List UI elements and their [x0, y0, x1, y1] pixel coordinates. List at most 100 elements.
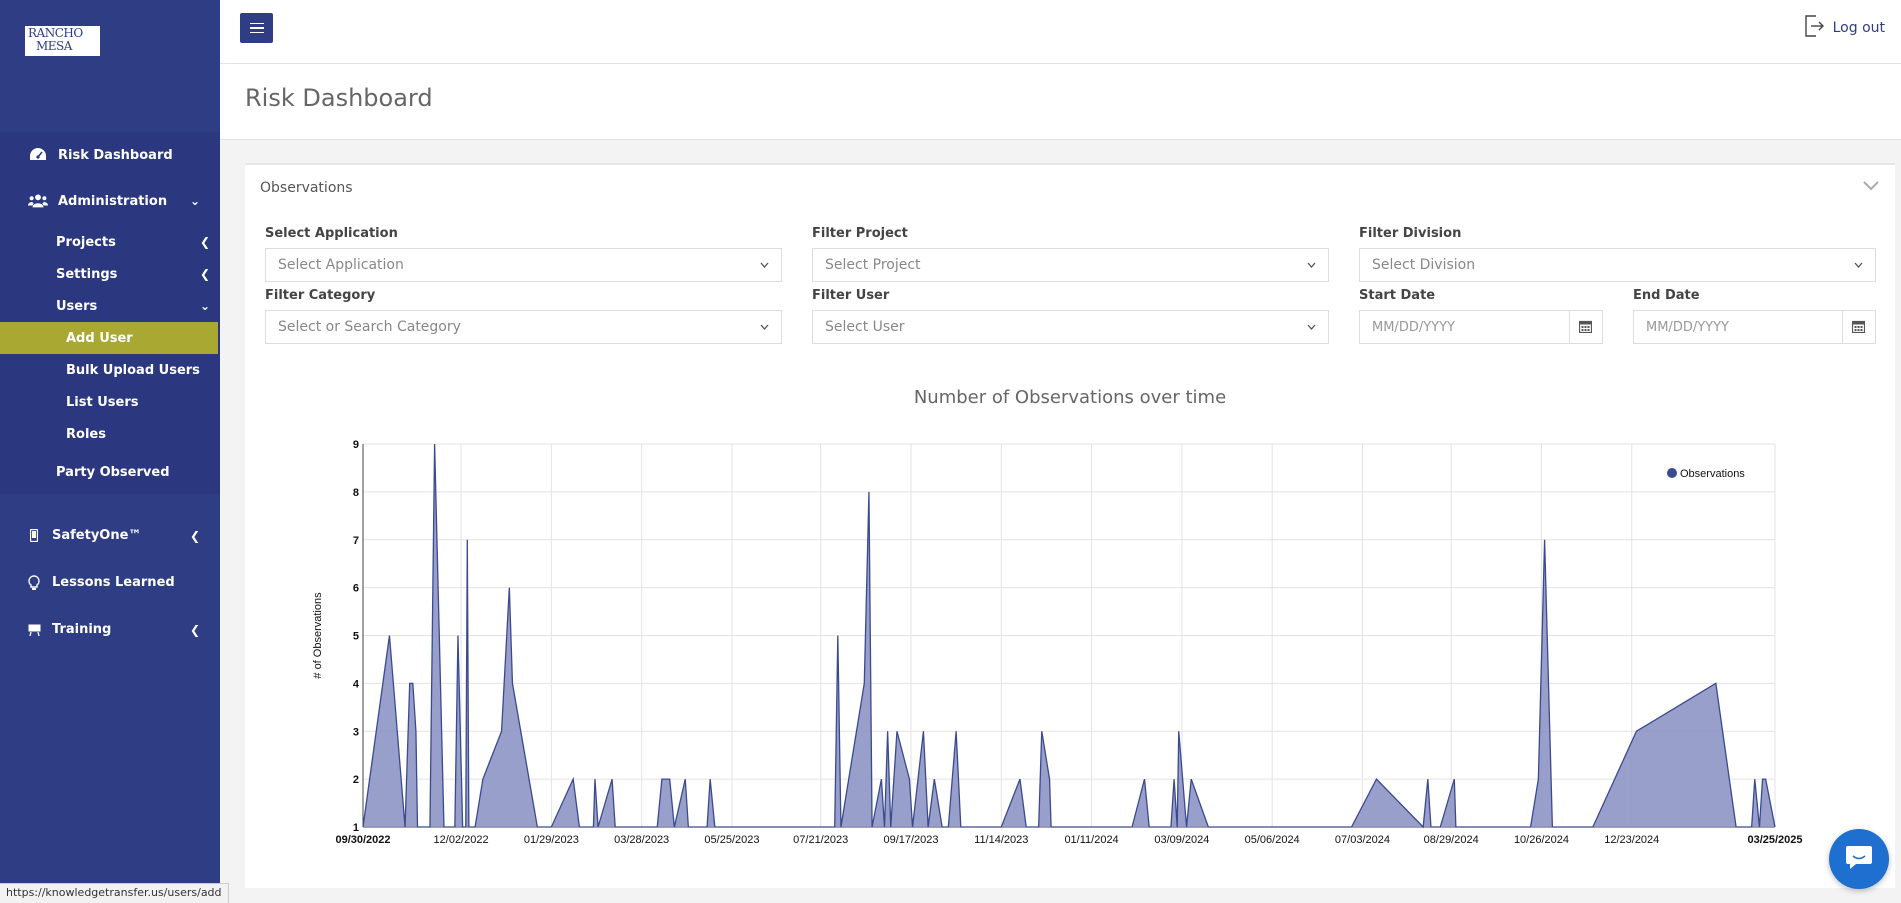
series-line	[362, 443, 1776, 829]
collapse-chevron-icon[interactable]	[1863, 179, 1879, 195]
logo-line-2: MESA	[36, 39, 72, 53]
sidebar-item-add-user[interactable]: Add User	[0, 322, 218, 354]
sidebar-item-risk-dashboard[interactable]: Risk Dashboard	[0, 132, 220, 178]
start-date-label: Start Date	[1359, 288, 1436, 303]
chevron-left-icon: ❮	[199, 267, 210, 281]
start-date-calendar-button[interactable]	[1568, 311, 1602, 343]
x-tick-label: 08/29/2024	[1424, 834, 1479, 846]
x-tick-label: 03/28/2023	[614, 834, 669, 846]
sidebar-item-label: Party Observed	[56, 464, 170, 480]
x-tick-label: 03/25/2025	[1747, 834, 1802, 846]
hamburger-line	[249, 27, 264, 29]
logo-line-1: RANCHO	[28, 26, 83, 40]
sidebar-item-list-users[interactable]: List Users	[66, 394, 139, 410]
select-value: Select Application	[278, 257, 404, 273]
division-select[interactable]: Select Division	[1359, 248, 1876, 282]
sidebar-item-lessons-learned[interactable]: Lessons Learned	[0, 559, 220, 606]
logout-icon	[1803, 14, 1825, 42]
chevron-left-icon: ❮	[189, 528, 200, 543]
y-tick-label: 4	[353, 678, 360, 690]
x-tick-label: 07/21/2023	[793, 834, 848, 846]
x-tick-label: 10/26/2024	[1514, 834, 1569, 846]
users-group-icon	[28, 191, 48, 211]
x-tick-label: 05/06/2024	[1245, 834, 1300, 846]
sidebar-item-safetyone[interactable]: SafetyOne™ ❮	[0, 512, 220, 559]
logout-button[interactable]: Log out	[1803, 14, 1885, 42]
logout-label: Log out	[1832, 20, 1885, 36]
rancho-mesa-logo[interactable]: RANCHO MESA	[25, 26, 100, 56]
series-area	[363, 444, 1775, 827]
select-value: Select Project	[825, 257, 921, 273]
sidebar-item-label: Training	[52, 622, 112, 637]
select-value: Select Division	[1372, 257, 1476, 273]
x-tick-label: 07/03/2024	[1335, 834, 1390, 846]
sidebar-item-settings[interactable]: Settings ❮	[0, 258, 220, 290]
card-title: Observations	[260, 180, 353, 196]
status-bar-url: https://knowledgetransfer.us/users/add	[0, 883, 229, 903]
sidebar-item-label: Lessons Learned	[52, 575, 175, 590]
project-filter-label: Filter Project	[812, 226, 908, 241]
select-value: Select User	[825, 319, 905, 335]
category-filter-label: Filter Category	[265, 288, 376, 303]
page-header: Risk Dashboard	[220, 64, 1901, 140]
y-tick-label: 7	[353, 535, 359, 547]
sidebar-item-training[interactable]: Training ❮	[0, 606, 220, 653]
division-filter-label: Filter Division	[1359, 226, 1462, 241]
x-tick-label: 03/09/2024	[1154, 834, 1209, 846]
sidebar-nav: Risk Dashboard Administration ⌄ Projects…	[0, 132, 220, 494]
chevron-down-icon: ⌄	[199, 299, 210, 313]
start-date-input[interactable]	[1360, 311, 1569, 343]
observations-card: Observations Select Application Select A…	[245, 163, 1895, 888]
x-tick-label: 09/30/2022	[335, 834, 390, 846]
chevron-left-icon: ❮	[199, 235, 210, 249]
sidebar-item-administration[interactable]: Administration ⌄	[0, 178, 220, 224]
sidebar-item-projects[interactable]: Projects ❮	[0, 226, 220, 258]
training-easel-icon	[24, 624, 44, 636]
chevron-down-icon	[760, 322, 769, 333]
sidebar-item-label: Projects	[56, 234, 116, 250]
category-select[interactable]: Select or Search Category	[265, 310, 782, 344]
y-tick-label: 5	[353, 631, 359, 643]
chevron-down-icon	[1307, 260, 1316, 271]
calendar-icon	[1579, 318, 1593, 337]
y-tick-label: 8	[353, 487, 359, 499]
sidebar-item-bulk-upload-users[interactable]: Bulk Upload Users	[66, 362, 200, 378]
x-tick-label: 01/11/2024	[1064, 834, 1118, 846]
calendar-icon	[1852, 318, 1866, 337]
x-tick-label: 01/29/2023	[524, 834, 579, 846]
x-tick-label: 12/02/2022	[434, 834, 489, 846]
sidebar-item-label: Users	[56, 298, 98, 314]
end-date-input[interactable]	[1634, 311, 1842, 343]
y-tick-label: 1	[353, 822, 359, 834]
sidebar-item-party-observed[interactable]: Party Observed	[0, 450, 220, 494]
hamburger-line	[249, 31, 264, 34]
chart-title: Number of Observations over time	[913, 387, 1227, 408]
page-title: Risk Dashboard	[245, 84, 433, 112]
legend-marker	[1667, 468, 1677, 478]
chat-button[interactable]	[1829, 829, 1889, 889]
start-date-field	[1359, 310, 1603, 344]
end-date-calendar-button[interactable]	[1841, 311, 1875, 343]
top-bar: Log out	[220, 0, 1901, 64]
chevron-down-icon	[1854, 260, 1863, 271]
end-date-field	[1633, 310, 1876, 344]
user-select[interactable]: Select User	[812, 310, 1329, 344]
menu-toggle-button[interactable]	[240, 13, 273, 43]
sidebar-item-roles[interactable]: Roles	[66, 426, 106, 442]
x-tick-label: 12/23/2024	[1604, 834, 1659, 846]
project-select[interactable]: Select Project	[812, 248, 1329, 282]
chevron-down-icon	[1307, 322, 1316, 333]
user-filter-label: Filter User	[812, 288, 890, 303]
y-axis-label: # of Observations	[312, 592, 324, 679]
y-tick-label: 3	[353, 726, 359, 738]
chevron-down-icon	[760, 260, 769, 271]
sidebar-item-label: SafetyOne™	[52, 528, 142, 543]
select-value: Select or Search Category	[278, 319, 461, 335]
sidebar: RANCHO MESA Risk Dashboard Administratio…	[0, 0, 220, 903]
lightbulb-icon	[24, 574, 44, 591]
application-select[interactable]: Select Application	[265, 248, 782, 282]
sidebar-item-label: Administration	[58, 193, 168, 209]
sidebar-item-users[interactable]: Users ⌄	[0, 290, 220, 322]
dashboard-gauge-icon	[28, 145, 48, 165]
y-tick-label: 6	[353, 583, 359, 595]
